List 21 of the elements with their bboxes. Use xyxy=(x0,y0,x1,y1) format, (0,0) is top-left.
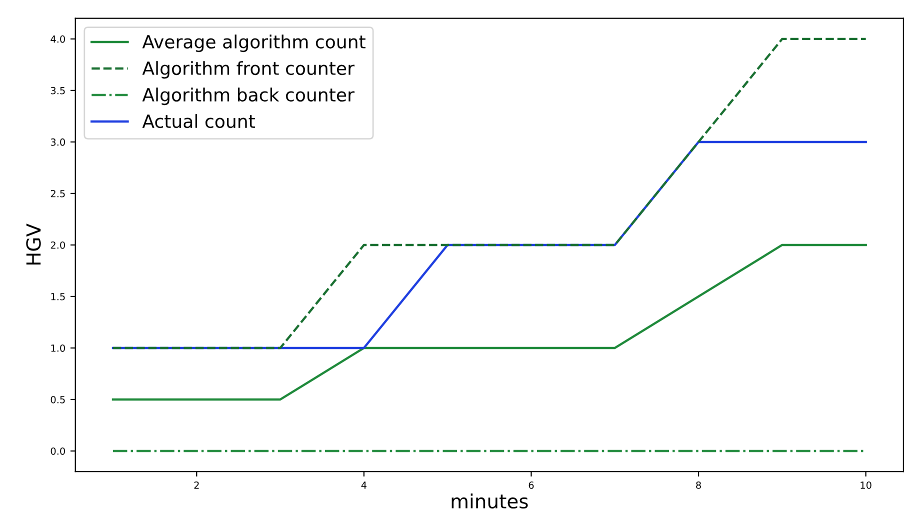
y-tick-label: 4.0 xyxy=(50,35,65,43)
line-series xyxy=(112,244,867,401)
y-tick-label: 0.5 xyxy=(50,396,65,404)
legend-label: Average algorithm count xyxy=(142,34,366,52)
y-tick-label: 3.5 xyxy=(50,86,65,94)
legend-label: Algorithm front counter xyxy=(142,61,354,79)
x-tick-label: 4 xyxy=(361,482,366,489)
legend-label: Algorithm back counter xyxy=(142,88,354,106)
x-tick-label: 10 xyxy=(860,481,872,489)
x-axis-title: minutes xyxy=(452,494,528,509)
y-tick-label: 0.0 xyxy=(50,447,65,455)
y-tick-label: 2.0 xyxy=(50,241,65,249)
x-tick-label: 6 xyxy=(528,481,534,489)
y-tick-label: 1.0 xyxy=(51,344,65,352)
y-tick-label: 2.5 xyxy=(50,190,65,198)
x-tick-label: 8 xyxy=(696,481,701,489)
x-tick-label: 2 xyxy=(194,481,199,489)
y-axis-title: HGV xyxy=(26,224,41,265)
legend-label: Actual count xyxy=(142,114,255,128)
y-tick-label: 1.5 xyxy=(51,293,65,300)
y-tick-label: 3.0 xyxy=(50,138,65,146)
